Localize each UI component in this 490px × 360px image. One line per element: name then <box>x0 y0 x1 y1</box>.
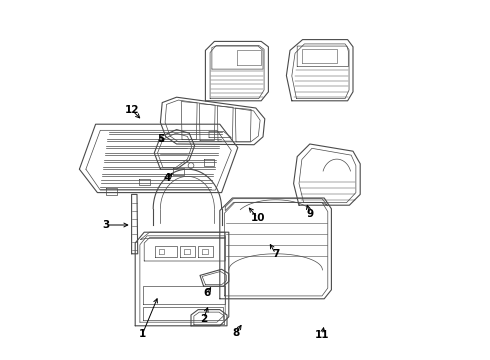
Text: 4: 4 <box>164 173 171 183</box>
Text: 1: 1 <box>139 329 146 339</box>
Text: 7: 7 <box>272 249 279 259</box>
Text: 5: 5 <box>157 134 164 144</box>
Text: 11: 11 <box>315 330 330 340</box>
Text: 9: 9 <box>306 209 314 219</box>
Text: 10: 10 <box>250 213 265 223</box>
Text: 6: 6 <box>203 288 211 298</box>
Text: 2: 2 <box>200 314 207 324</box>
Text: 8: 8 <box>232 328 240 338</box>
Text: 3: 3 <box>103 220 110 230</box>
Text: 12: 12 <box>124 105 139 115</box>
